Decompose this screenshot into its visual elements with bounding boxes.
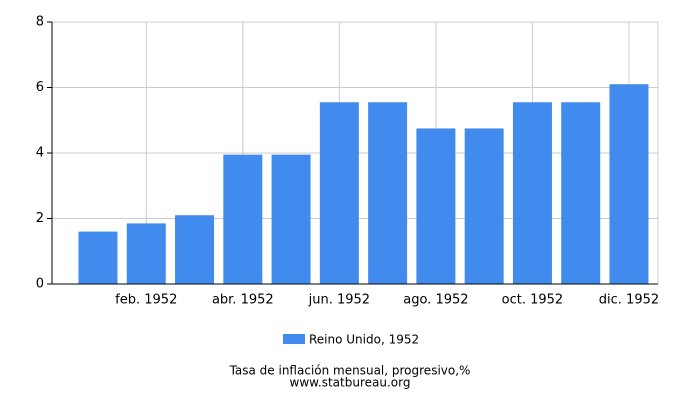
bar xyxy=(175,215,215,284)
x-tick-label: abr. 1952 xyxy=(212,293,274,308)
bar xyxy=(78,231,118,284)
bar xyxy=(368,102,408,284)
bar xyxy=(319,102,359,284)
x-tick-label: dic. 1952 xyxy=(599,293,659,308)
y-tick-label: 2 xyxy=(36,211,44,226)
bar xyxy=(416,128,456,284)
legend-label: Reino Unido, 1952 xyxy=(309,333,419,347)
y-tick-label: 8 xyxy=(36,15,44,30)
chart-title: Tasa de inflación mensual, progresivo,% xyxy=(229,364,471,378)
bar xyxy=(223,154,263,284)
bar xyxy=(609,84,649,284)
bar xyxy=(126,223,166,284)
chart-source: www.statbureau.org xyxy=(290,376,411,390)
x-tick-label: feb. 1952 xyxy=(115,293,177,308)
bar xyxy=(512,102,552,284)
bar xyxy=(464,128,504,284)
x-tick-label: ago. 1952 xyxy=(403,293,468,308)
x-tick-label: oct. 1952 xyxy=(502,293,564,308)
bar xyxy=(271,154,311,284)
y-tick-label: 0 xyxy=(36,277,44,292)
y-tick-label: 4 xyxy=(36,146,44,161)
x-tick-label: jun. 1952 xyxy=(308,293,370,308)
legend-swatch xyxy=(283,334,305,344)
bar xyxy=(561,102,601,284)
y-tick-label: 6 xyxy=(36,80,44,95)
